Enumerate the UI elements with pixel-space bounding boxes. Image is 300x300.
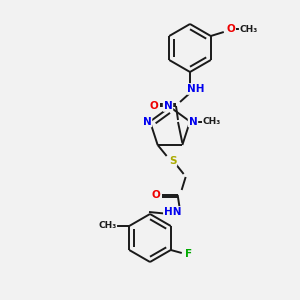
Text: F: F xyxy=(185,249,192,259)
Text: O: O xyxy=(226,24,235,34)
Text: S: S xyxy=(169,156,176,166)
Text: N: N xyxy=(143,116,152,127)
Text: NH: NH xyxy=(187,84,205,94)
Text: O: O xyxy=(150,101,158,111)
Text: N: N xyxy=(164,101,172,111)
Text: CH₃: CH₃ xyxy=(98,221,116,230)
Text: N: N xyxy=(189,116,197,127)
Text: CH₃: CH₃ xyxy=(240,25,258,34)
Text: HN: HN xyxy=(164,207,182,217)
Text: CH₃: CH₃ xyxy=(203,117,221,126)
Text: O: O xyxy=(151,190,160,200)
